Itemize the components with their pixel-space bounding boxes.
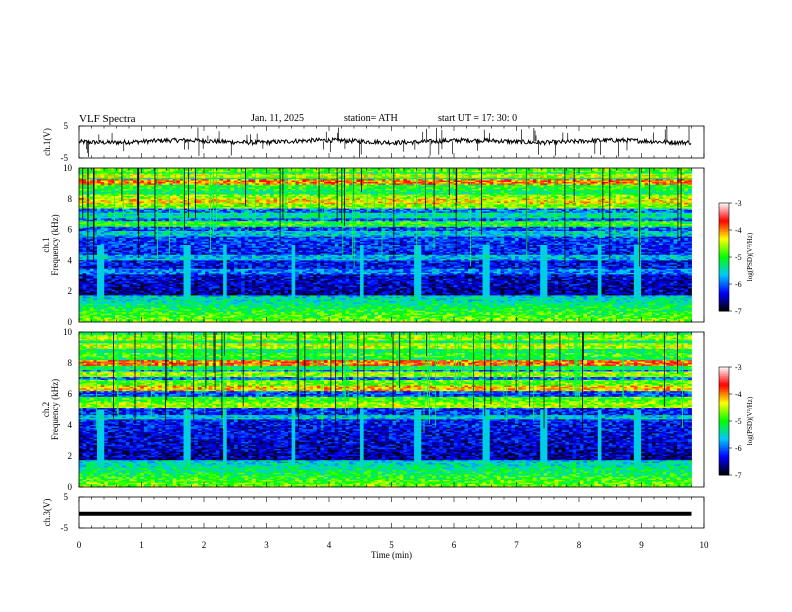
ch1-trace — [79, 138, 691, 145]
y-tick-label: -5 — [61, 153, 69, 163]
ch1-ylabel: ch.1(V) — [42, 128, 52, 156]
y-tick-label: 5 — [64, 121, 69, 131]
